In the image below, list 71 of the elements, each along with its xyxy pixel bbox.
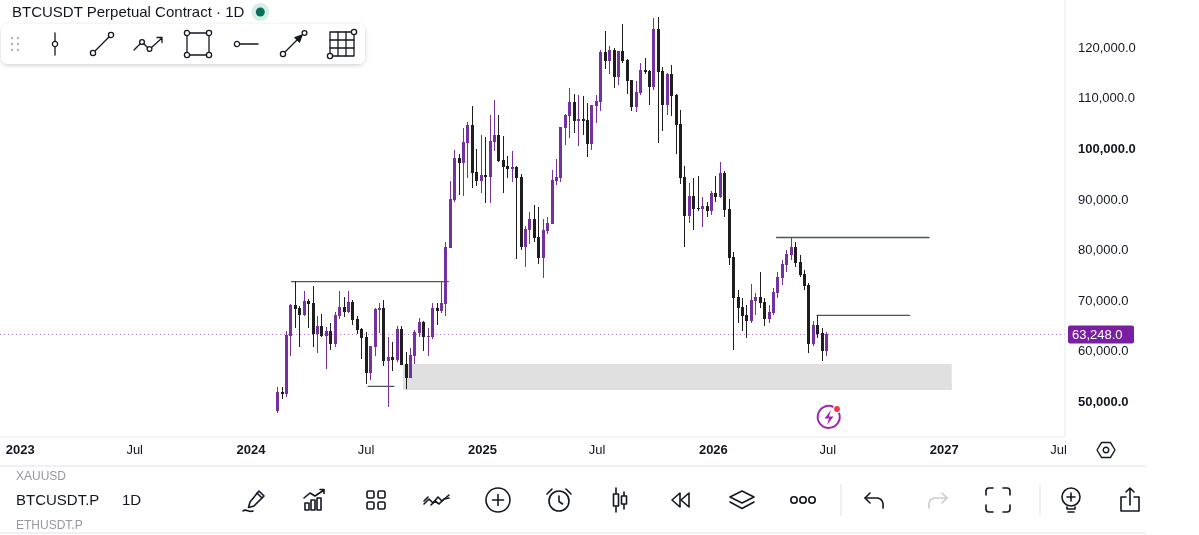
y-tick-label: 70,000.0 — [1078, 292, 1129, 308]
candlestick — [701, 196, 705, 228]
candlestick — [608, 45, 612, 75]
x-tick-label: 2027 — [929, 442, 959, 457]
x-tick-label: 2023 — [5, 442, 35, 457]
candlestick — [470, 105, 474, 189]
candlestick — [705, 201, 709, 218]
candlestick — [311, 285, 315, 348]
candlestick — [714, 175, 718, 203]
candlestick — [276, 386, 280, 414]
candlestick — [364, 331, 368, 385]
candlestick — [537, 206, 541, 265]
y-tick-label: 60,000.0 — [1078, 343, 1129, 359]
candlestick — [603, 30, 607, 70]
candlestick — [422, 320, 426, 352]
candlestick — [391, 341, 395, 372]
ref-line-label: 63,248.0 — [1072, 326, 1123, 342]
y-tick-label: 90,000.0 — [1078, 191, 1129, 207]
candlestick — [510, 150, 514, 183]
candlestick — [825, 331, 829, 357]
x-tick-label: Jul — [357, 442, 375, 457]
x-tick-label: 2024 — [236, 442, 267, 457]
candlestick — [315, 315, 319, 354]
chart-title: BTCUSDT Perpetual Contract · 1D — [12, 3, 245, 20]
candlestick — [302, 290, 306, 317]
candlestick — [386, 336, 390, 408]
x-tick-label: Jul — [1050, 442, 1068, 457]
x-tick-label: 2026 — [698, 442, 728, 457]
y-tick-label: 120,000.0 — [1078, 39, 1136, 55]
text: 1D — [122, 491, 142, 508]
candlestick — [789, 236, 793, 261]
candlestick — [696, 175, 700, 212]
candlestick — [687, 182, 691, 224]
candlestick — [617, 50, 621, 86]
candlestick — [723, 170, 727, 218]
text: XAUUSD — [16, 469, 67, 483]
text: BTCUSDT.P — [16, 491, 100, 508]
candlestick — [572, 93, 576, 134]
candlestick — [709, 190, 713, 216]
candlestick — [479, 134, 483, 194]
y-tick-label: 100,000.0 — [1078, 140, 1136, 156]
candlestick — [457, 153, 461, 196]
candlestick — [382, 299, 386, 367]
x-tick-label: Jul — [588, 442, 606, 457]
candlestick — [665, 72, 669, 116]
x-tick-label: 2025 — [468, 442, 497, 457]
candlestick — [342, 296, 346, 318]
candlestick — [811, 320, 815, 347]
candlestick — [395, 325, 399, 363]
candlestick — [612, 47, 616, 89]
y-tick-label: 110,000.0 — [1078, 90, 1135, 106]
candlestick — [280, 386, 284, 400]
candlestick — [692, 177, 696, 231]
candlestick — [329, 322, 333, 351]
text: ETHUSDT.P — [16, 518, 83, 532]
candlestick — [718, 161, 722, 199]
candlestick — [656, 16, 660, 144]
y-tick-label: 50,000.0 — [1078, 394, 1129, 410]
candlestick — [435, 302, 439, 326]
candlestick — [541, 218, 545, 279]
candlestick — [324, 326, 328, 370]
candlestick — [577, 94, 581, 147]
candlestick — [652, 17, 656, 91]
x-tick-label: Jul — [819, 442, 837, 457]
candlestick — [484, 136, 488, 204]
candlestick — [515, 165, 519, 260]
y-tick-label: 80,000.0 — [1078, 242, 1129, 258]
candlestick — [749, 283, 753, 324]
x-tick-label: Jul — [126, 442, 144, 457]
candlestick — [346, 290, 350, 314]
candlestick — [320, 313, 324, 338]
